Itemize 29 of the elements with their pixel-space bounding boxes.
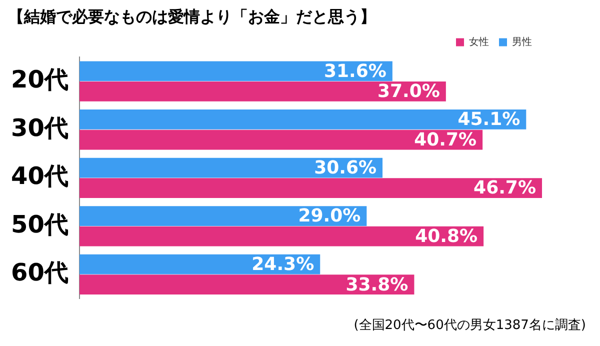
bar — [79, 110, 526, 130]
bar — [79, 274, 414, 295]
data-label: 40.8% — [415, 226, 478, 247]
bar — [79, 130, 483, 150]
y-tick-label: 60代 — [10, 258, 68, 287]
data-label: 31.6% — [324, 60, 386, 82]
data-label: 29.0% — [298, 206, 361, 227]
data-label: 24.3% — [252, 254, 314, 275]
text: (全国20代〜60代の男女1387名に調査) — [352, 317, 587, 334]
legend-label: 男性 — [512, 36, 532, 48]
bar — [79, 206, 367, 226]
data-label: 30.6% — [314, 157, 377, 178]
y-tick-label: 50代 — [10, 210, 68, 238]
bar — [79, 82, 446, 102]
legend-label: 女性 — [469, 36, 489, 48]
data-label: 40.7% — [414, 129, 477, 150]
data-label: 33.8% — [346, 274, 408, 296]
bar — [79, 178, 542, 198]
data-label: 46.7% — [474, 178, 536, 199]
bar — [79, 226, 484, 246]
bar — [79, 254, 320, 274]
bar — [79, 158, 383, 178]
y-tick-label: 20代 — [10, 66, 68, 94]
y-tick-label: 40代 — [10, 162, 68, 190]
chart-title: 【結婚で必要なものは愛情より「お金」だと思う】 — [8, 6, 376, 26]
data-label: 45.1% — [458, 109, 520, 130]
y-tick-label: 30代 — [10, 114, 68, 142]
data-label: 37.0% — [377, 81, 440, 102]
bar — [79, 61, 392, 82]
